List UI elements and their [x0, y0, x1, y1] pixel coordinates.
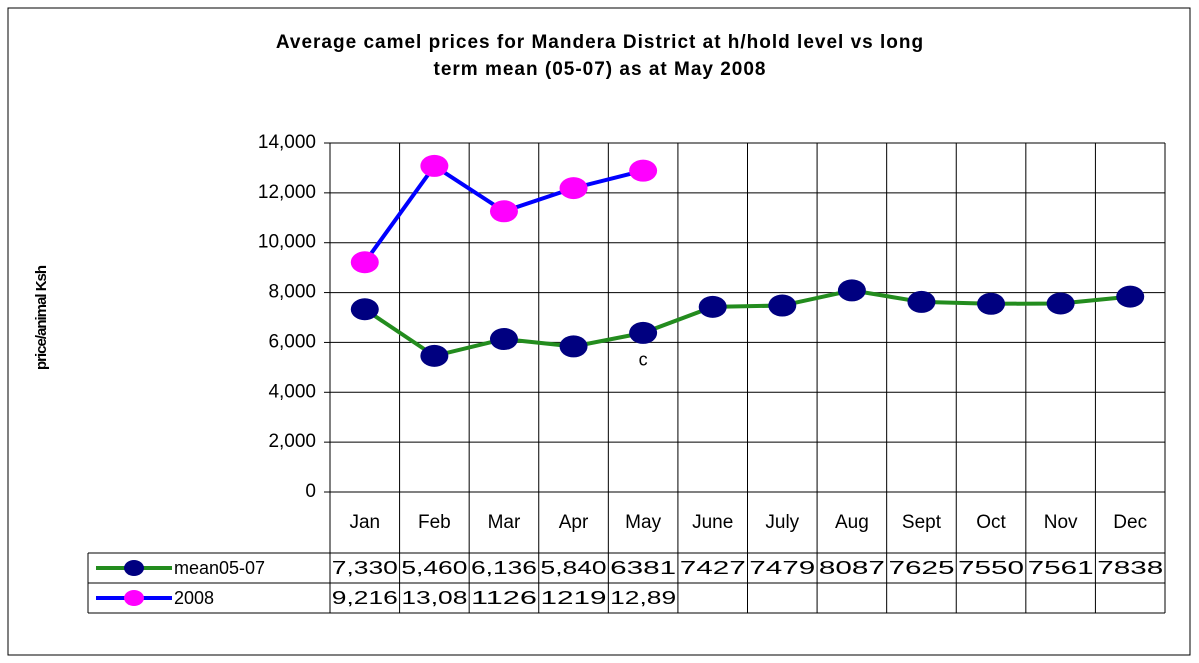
x-tick-label: Sept: [902, 512, 942, 533]
data-point: [350, 251, 379, 274]
y-tick-label: 12,000: [258, 182, 316, 203]
table-value: 7,330: [332, 558, 398, 578]
y-tick-label: 8,000: [268, 282, 316, 303]
x-tick-label: Mar: [488, 512, 521, 533]
x-tick-label: Aug: [835, 512, 869, 533]
data-point: [768, 294, 797, 317]
table-value: 1126: [471, 588, 537, 608]
y-tick-label: 2,000: [268, 431, 316, 452]
table-value: 8087: [819, 558, 885, 578]
x-tick-label: June: [692, 512, 733, 533]
chart-title: term mean (05-07) as at May 2008: [434, 59, 767, 80]
table-value: 7550: [958, 558, 1024, 578]
table-value: 7838: [1097, 558, 1163, 578]
data-point: [977, 292, 1006, 315]
data-point: [420, 344, 449, 367]
y-tick-label: 4,000: [268, 381, 316, 402]
data-point: [350, 298, 379, 321]
table-value: 13,08: [401, 588, 467, 608]
data-point: [698, 295, 727, 318]
table-value: 7427: [680, 558, 746, 578]
y-tick-label: 10,000: [258, 232, 316, 253]
annotation: c: [639, 350, 648, 370]
data-point: [489, 328, 518, 351]
data-point: [837, 279, 866, 302]
x-tick-label: Dec: [1113, 512, 1147, 533]
chart-border: [7, 7, 1191, 656]
table-value: 7561: [1028, 558, 1094, 578]
table-value: 12,89: [610, 588, 676, 608]
data-point: [489, 200, 518, 223]
x-tick-label: Apr: [559, 512, 589, 533]
table-value: 6381: [610, 558, 676, 578]
x-tick-label: Jan: [349, 512, 380, 533]
y-tick-label: 14,000: [258, 132, 316, 153]
data-point: [1116, 285, 1145, 308]
x-tick-label: Feb: [418, 512, 451, 533]
table-value: 6,136: [471, 558, 537, 578]
data-point: [907, 290, 936, 313]
data-point: [629, 321, 658, 344]
table-value: 9,216: [332, 588, 398, 608]
y-tick-label: 6,000: [268, 331, 316, 352]
table-value: 7625: [888, 558, 954, 578]
table-value: 7479: [749, 558, 815, 578]
x-tick-label: July: [765, 512, 799, 533]
x-tick-label: Oct: [976, 512, 1006, 533]
table-value: 5,840: [541, 558, 607, 578]
table-value: 1219: [541, 588, 607, 608]
legend-marker: [124, 560, 144, 576]
x-tick-label: Nov: [1044, 512, 1078, 533]
data-point: [559, 335, 588, 358]
legend-label: mean05-07: [174, 558, 265, 578]
data-point: [629, 159, 658, 182]
x-tick-label: May: [625, 512, 661, 533]
chart-title: Average camel prices for Mandera Distric…: [276, 32, 924, 53]
y-axis-label: price/animal Ksh: [33, 265, 50, 370]
legend-label: 2008: [174, 588, 214, 608]
data-point: [1046, 292, 1075, 315]
table-value: 5,460: [401, 558, 467, 578]
data-point: [559, 177, 588, 200]
y-tick-label: 0: [305, 481, 316, 502]
data-point: [420, 154, 449, 177]
legend-marker: [124, 590, 144, 606]
